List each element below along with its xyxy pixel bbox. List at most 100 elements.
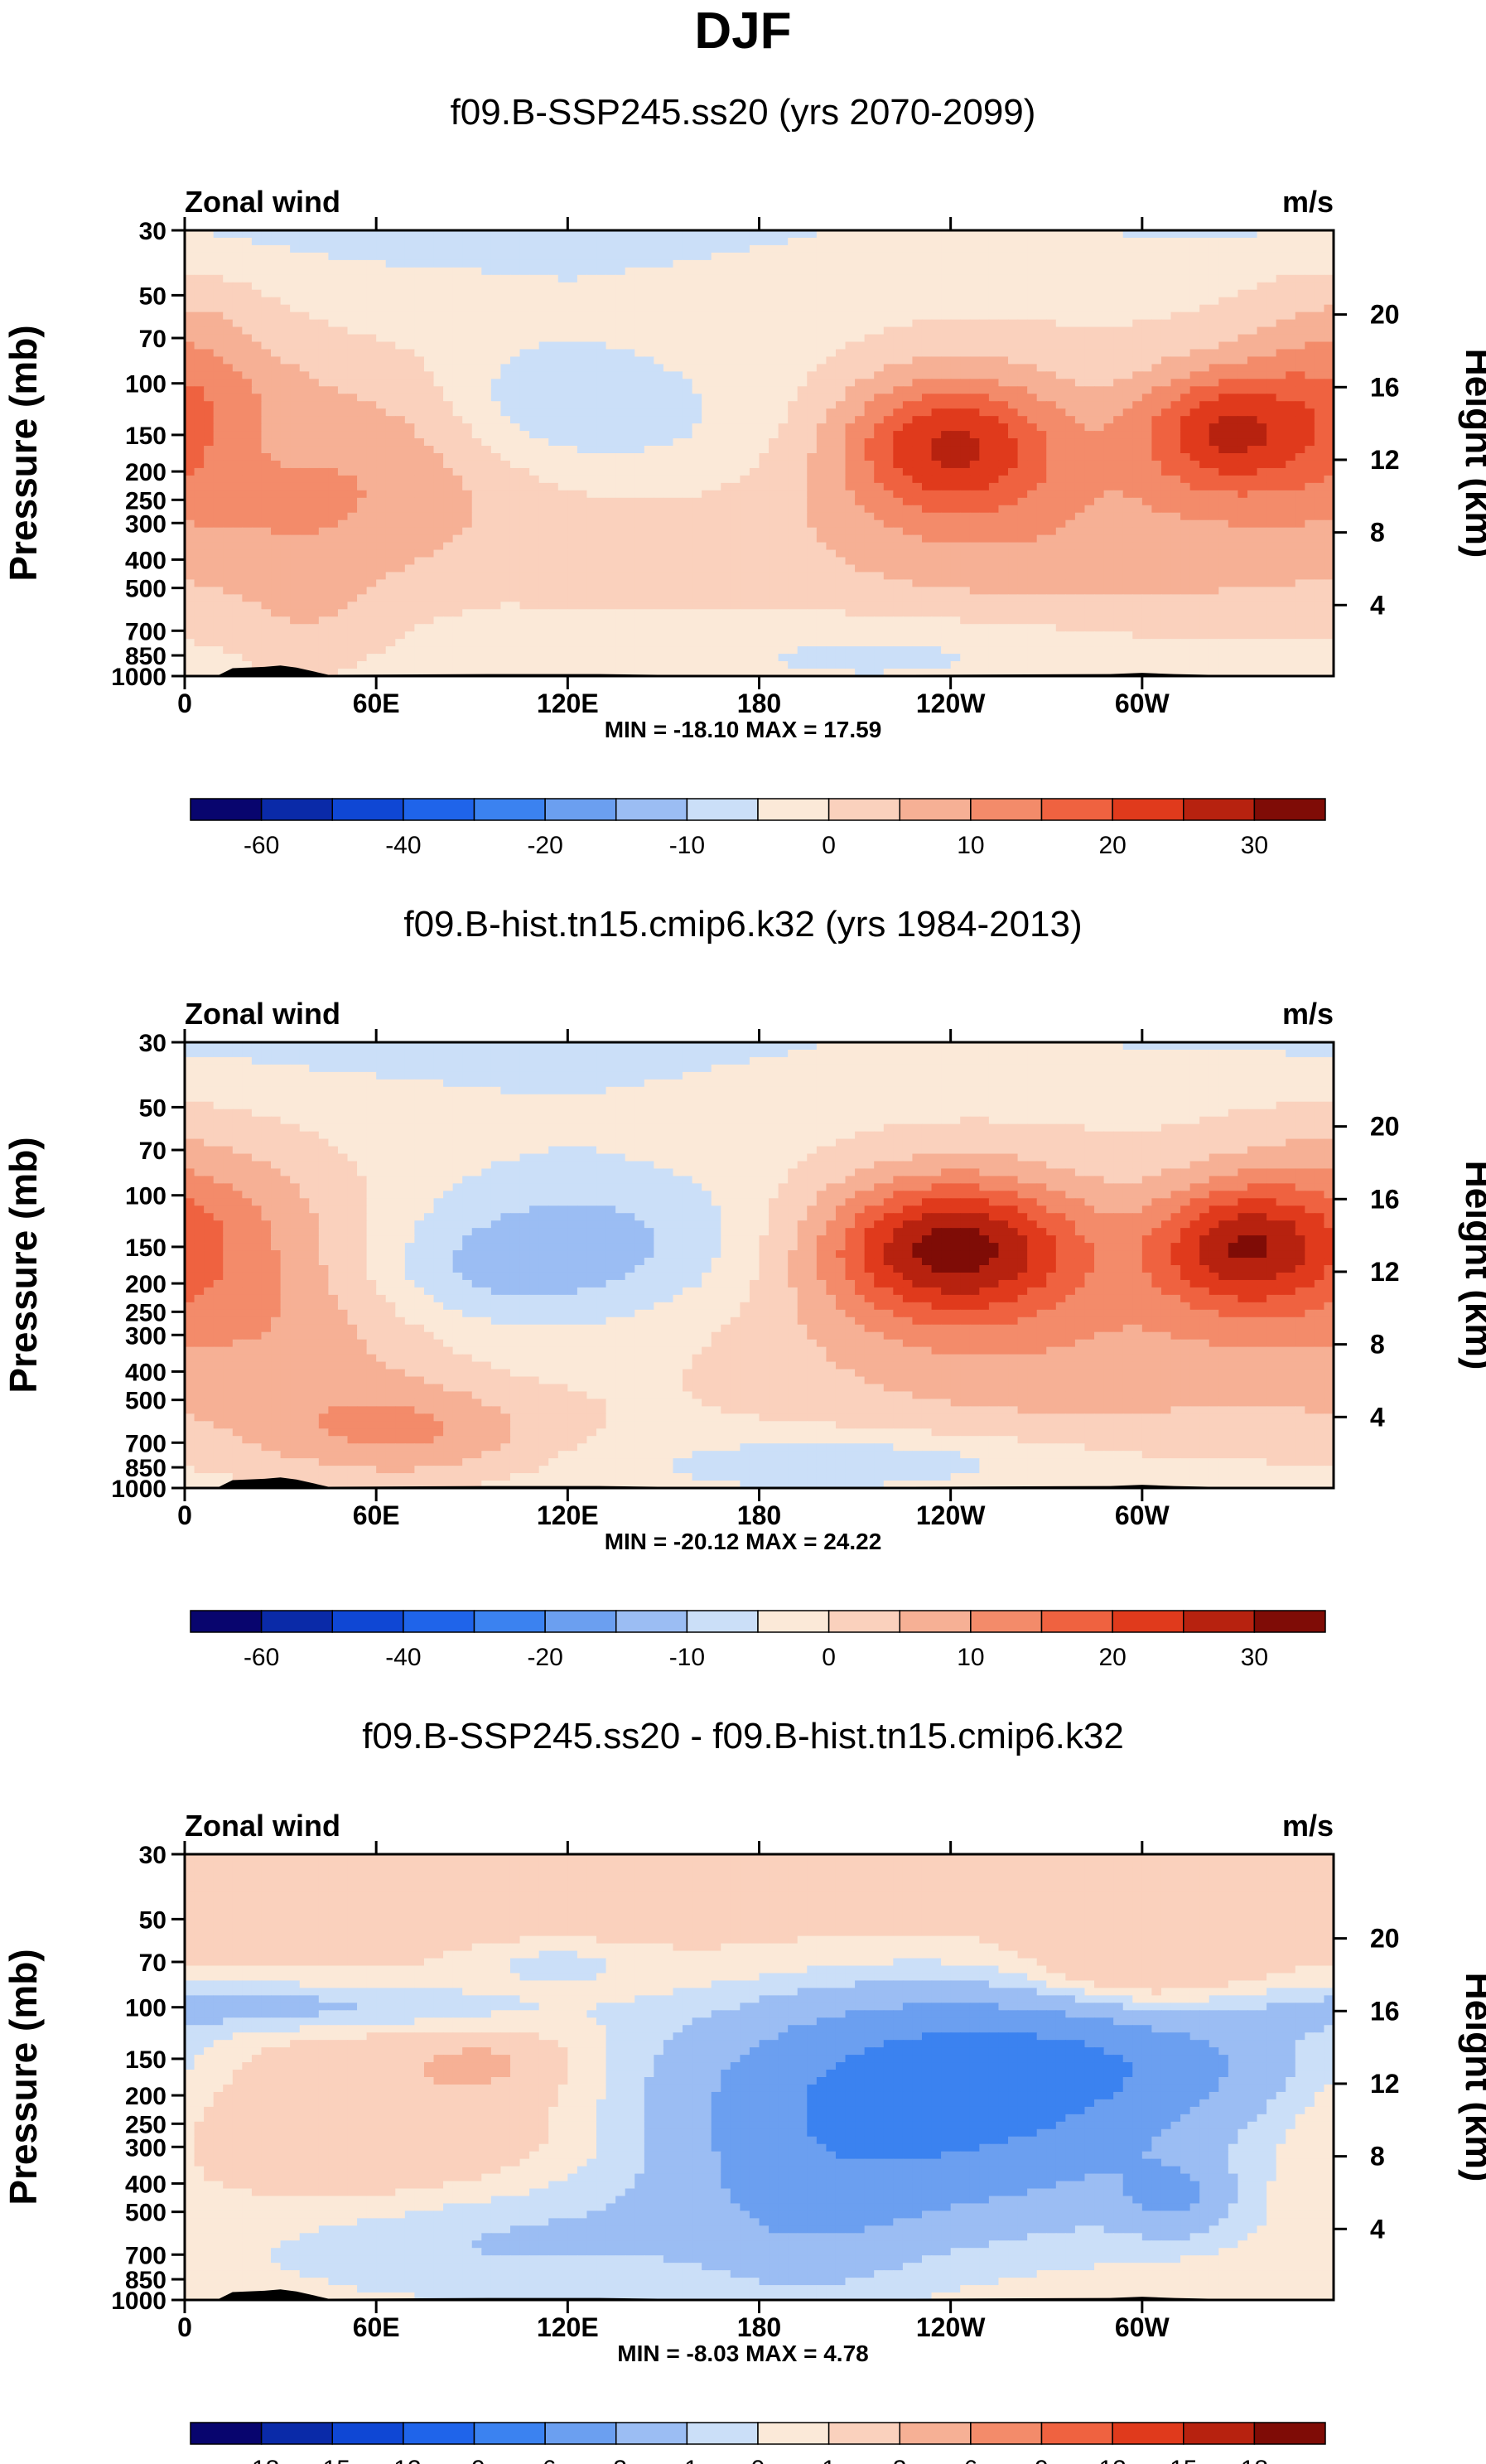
field-cell	[644, 408, 654, 417]
field-cell	[520, 446, 530, 454]
field-cell	[702, 520, 712, 529]
field-cell	[1065, 356, 1075, 365]
field-cell	[1247, 438, 1257, 447]
field-cell	[798, 364, 808, 372]
field-cell	[769, 408, 779, 417]
field-cell	[1056, 520, 1066, 529]
field-cell	[807, 528, 817, 536]
field-cell	[548, 297, 558, 306]
field-cell	[1046, 305, 1056, 313]
field-cell	[567, 245, 577, 254]
field-cell	[989, 453, 999, 461]
field-cell	[1257, 394, 1267, 402]
field-cell	[979, 245, 989, 254]
field-cell	[893, 483, 903, 491]
field-cell	[912, 260, 922, 268]
field-cell	[922, 305, 932, 313]
field-cell	[692, 349, 702, 357]
field-cell	[817, 394, 827, 402]
field-cell	[731, 483, 741, 491]
field-cell	[1046, 283, 1056, 291]
field-cell	[979, 498, 989, 506]
field-cell	[214, 416, 224, 424]
field-cell	[434, 528, 444, 536]
left-string: Zonal wind	[185, 185, 340, 219]
field-cell	[731, 268, 741, 276]
field-cell	[395, 453, 405, 461]
field-cell	[586, 342, 596, 350]
field-cell	[740, 379, 750, 387]
field-cell	[529, 335, 539, 343]
field-cell	[204, 416, 214, 424]
field-cell	[1238, 394, 1247, 402]
field-cell	[760, 431, 770, 439]
field-cell	[673, 320, 683, 328]
field-cell	[1161, 275, 1171, 283]
field-cell	[941, 283, 951, 291]
field-cell	[453, 260, 463, 268]
field-cell	[462, 260, 472, 268]
field-cell	[1295, 356, 1305, 365]
field-cell	[1142, 327, 1152, 336]
field-cell	[558, 394, 568, 402]
field-cell	[214, 461, 224, 469]
field-cell	[951, 408, 961, 417]
field-cell	[510, 349, 520, 357]
field-cell	[367, 379, 377, 387]
field-cell	[1199, 356, 1209, 365]
field-cell	[261, 327, 271, 336]
field-cell	[1171, 260, 1181, 268]
field-cell	[453, 431, 463, 439]
field-cell	[606, 520, 616, 529]
field-cell	[1247, 379, 1257, 387]
field-cell	[1199, 312, 1209, 321]
field-cell	[491, 245, 501, 254]
field-cell	[912, 371, 922, 379]
field-cell	[1266, 335, 1276, 343]
field-cell	[750, 468, 760, 476]
field-cell	[1286, 356, 1295, 365]
field-cell	[912, 505, 922, 514]
field-cell	[970, 423, 980, 432]
field-cell	[750, 505, 760, 514]
field-cell	[261, 253, 271, 261]
field-cell	[195, 498, 205, 506]
field-cell	[960, 490, 970, 499]
field-cell	[261, 283, 271, 291]
field-cell	[185, 401, 195, 409]
field-cell	[338, 394, 348, 402]
field-cell	[1238, 379, 1247, 387]
field-cell	[520, 535, 530, 544]
field-cell	[1209, 498, 1219, 506]
field-cell	[271, 260, 281, 268]
field-cell	[271, 238, 281, 246]
field-cell	[1151, 431, 1161, 439]
field-cell	[424, 386, 434, 394]
field-cell	[712, 297, 721, 306]
field-cell	[998, 468, 1008, 476]
field-cell	[395, 260, 405, 268]
field-cell	[252, 438, 262, 447]
field-cell	[481, 342, 491, 350]
field-cell	[596, 513, 606, 521]
field-cell	[424, 535, 434, 544]
field-cell	[338, 297, 348, 306]
field-cell	[912, 283, 922, 291]
field-cell	[558, 297, 568, 306]
field-cell	[865, 371, 875, 379]
field-cell	[242, 513, 252, 521]
field-cell	[1008, 349, 1018, 357]
field-cell	[347, 468, 357, 476]
field-cell	[261, 394, 271, 402]
field-cell	[788, 535, 798, 544]
field-cell	[214, 386, 224, 394]
field-cell	[970, 297, 980, 306]
field-cell	[979, 253, 989, 261]
field-cell	[481, 490, 491, 499]
field-cell	[204, 275, 214, 283]
field-cell	[692, 268, 702, 276]
field-cell	[462, 327, 472, 336]
field-cell	[261, 371, 271, 379]
field-cell	[529, 520, 539, 529]
field-cell	[453, 453, 463, 461]
